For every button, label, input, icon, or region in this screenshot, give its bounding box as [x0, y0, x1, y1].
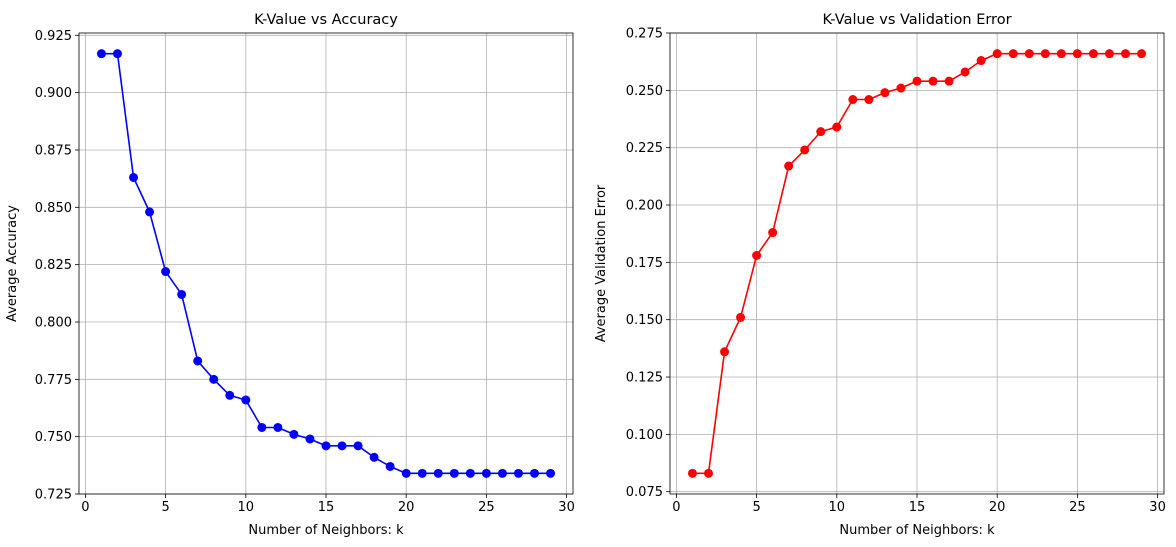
data-point — [768, 228, 778, 238]
data-point — [752, 250, 762, 260]
data-point — [546, 468, 556, 478]
data-point — [864, 95, 874, 105]
data-point — [96, 49, 106, 59]
x-tick-label: 30 — [1149, 500, 1166, 515]
data-point — [736, 312, 746, 322]
y-tick-label: 0.075 — [626, 485, 663, 500]
y-tick-label: 0.125 — [626, 371, 663, 386]
y-tick-label: 0.250 — [626, 84, 663, 99]
data-point — [880, 88, 890, 98]
data-point — [193, 356, 203, 366]
y-axis-label: Average Validation Error — [594, 184, 609, 342]
chart-title: K-Value vs Validation Error — [822, 12, 1011, 28]
data-point — [1121, 49, 1131, 59]
x-tick-label: 5 — [752, 500, 760, 515]
x-tick-label: 20 — [989, 500, 1006, 515]
y-tick-label: 0.775 — [35, 373, 72, 388]
data-point — [1072, 49, 1082, 59]
data-point — [257, 422, 267, 432]
data-point — [1137, 49, 1147, 59]
data-point — [449, 468, 459, 478]
x-tick-label: 25 — [1069, 500, 1086, 515]
y-axis-label: Average Accuracy — [5, 205, 20, 322]
y-tick-label: 0.725 — [35, 488, 72, 503]
data-point — [912, 76, 922, 86]
x-tick-label: 10 — [829, 500, 846, 515]
data-point — [800, 145, 810, 155]
data-point — [944, 76, 954, 86]
data-point — [481, 468, 491, 478]
data-point — [928, 76, 938, 86]
data-point — [720, 347, 730, 357]
data-point — [1040, 49, 1050, 59]
x-tick-label: 20 — [398, 500, 415, 515]
y-tick-label: 0.100 — [626, 428, 663, 443]
y-tick-label: 0.825 — [35, 258, 72, 273]
data-point — [321, 441, 331, 451]
data-point — [129, 172, 139, 182]
data-point — [784, 161, 794, 171]
y-tick-label: 0.875 — [35, 143, 72, 158]
x-axis-label: Number of Neighbors: k — [248, 523, 404, 538]
data-point — [225, 390, 235, 400]
data-point — [417, 468, 427, 478]
data-point — [305, 434, 315, 444]
data-point — [1104, 49, 1114, 59]
data-point — [703, 468, 713, 478]
x-tick-label: 15 — [909, 500, 926, 515]
y-tick-label: 0.275 — [626, 27, 663, 42]
y-tick-label: 0.900 — [35, 86, 72, 101]
data-point — [289, 429, 299, 439]
data-point — [1008, 49, 1018, 59]
y-tick-label: 0.175 — [626, 256, 663, 271]
data-point — [960, 67, 970, 77]
data-point — [241, 395, 251, 405]
y-tick-label: 0.850 — [35, 201, 72, 216]
data-point — [273, 422, 283, 432]
data-point — [513, 468, 523, 478]
data-point — [848, 95, 858, 105]
y-tick-label: 0.225 — [626, 141, 663, 156]
data-point — [1024, 49, 1034, 59]
data-point — [1056, 49, 1066, 59]
data-point — [530, 468, 540, 478]
data-point — [433, 468, 443, 478]
data-point — [497, 468, 507, 478]
data-point — [992, 49, 1002, 59]
x-tick-label: 30 — [558, 500, 575, 515]
y-tick-label: 0.750 — [35, 430, 72, 445]
data-point — [832, 122, 842, 132]
y-tick-label: 0.200 — [626, 199, 663, 214]
x-tick-label: 0 — [672, 500, 680, 515]
chart-accuracy: 0 5 10 15 20 25 30 0.725 0.750 0.775 0.800 0.825 0.8… — [5, 12, 575, 538]
data-point — [401, 468, 411, 478]
data-point — [816, 127, 826, 137]
data-point — [177, 289, 187, 299]
data-point — [976, 56, 986, 66]
data-point — [337, 441, 347, 451]
x-tick-label: 0 — [81, 500, 89, 515]
data-point — [353, 441, 363, 451]
data-point — [161, 267, 171, 277]
data-point — [145, 207, 155, 217]
y-tick-label: 0.150 — [626, 313, 663, 328]
y-tick-label: 0.800 — [35, 315, 72, 330]
data-point — [687, 468, 697, 478]
x-axis-label: Number of Neighbors: k — [839, 523, 995, 538]
data-point — [465, 468, 475, 478]
data-point — [1088, 49, 1098, 59]
x-tick-label: 15 — [318, 500, 335, 515]
data-point — [369, 452, 379, 462]
data-point — [209, 374, 219, 384]
x-tick-label: 25 — [478, 500, 495, 515]
x-tick-label: 5 — [161, 500, 169, 515]
y-tick-label: 0.925 — [35, 29, 72, 44]
data-point — [385, 461, 395, 471]
chart-title: K-Value vs Accuracy — [254, 12, 398, 28]
chart-validation-error: 0 5 10 15 20 25 30 0.075 0.100 0.125 0.150 0.175 0.2… — [594, 12, 1166, 538]
data-point — [896, 83, 906, 93]
data-point — [112, 49, 122, 59]
x-tick-label: 10 — [238, 500, 255, 515]
